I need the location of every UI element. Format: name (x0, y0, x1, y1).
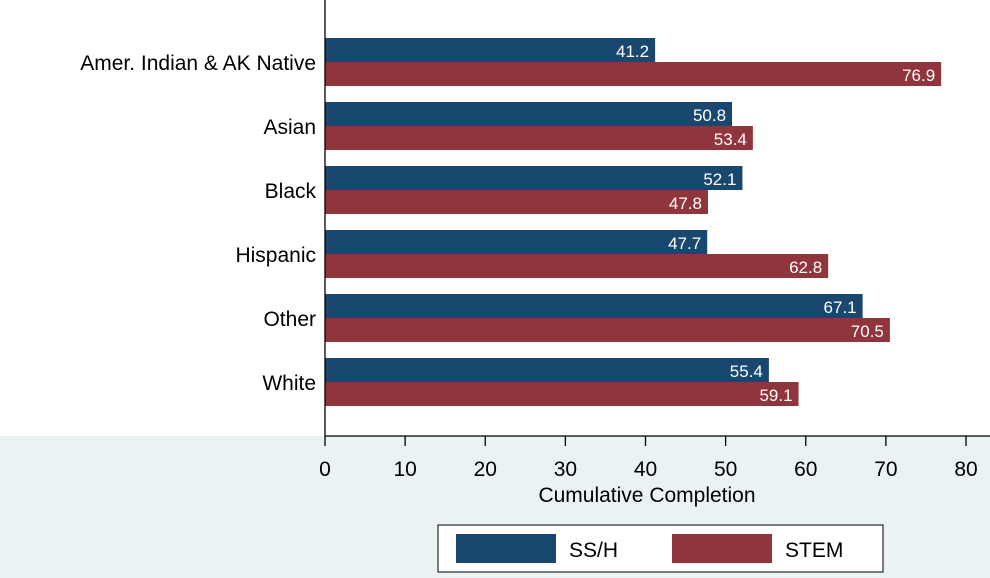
data-label-stem-black: 47.8 (669, 194, 702, 213)
bar-ss-h-asian (325, 102, 733, 126)
category-label-asian: Asian (263, 116, 316, 139)
category-labels: Amer. Indian & AK Native Asian Black Hispan… (80, 52, 316, 395)
data-label-ss-h-amer-indian-ak-native: 41.2 (616, 42, 649, 61)
bar-ss-h-amer-indian-ak-native (325, 38, 656, 62)
category-label-amer-indian-ak-native: Amer. Indian & AK Native (80, 52, 316, 75)
data-label-stem-amer-indian-ak-native: 76.9 (902, 66, 935, 85)
data-label-ss-h-black: 52.1 (703, 170, 736, 189)
bar-stem-black (325, 190, 708, 214)
bar-stem-hispanic (325, 254, 829, 278)
x-tick-label-20: 20 (474, 458, 497, 481)
legend-label-ss-h: SS/H (569, 539, 618, 562)
bar-ss-h-white (325, 358, 769, 382)
data-label-stem-other: 70.5 (851, 322, 884, 341)
legend-swatch-stem (672, 534, 772, 563)
data-label-ss-h-hispanic: 47.7 (668, 234, 701, 253)
legend: SS/H STEM (437, 524, 884, 573)
legend-label-stem: STEM (785, 539, 843, 562)
bar-ss-h-hispanic (325, 230, 708, 254)
data-label-stem-asian: 53.4 (714, 130, 747, 149)
data-label-ss-h-asian: 50.8 (693, 106, 726, 125)
bar-stem-white (325, 382, 799, 406)
bar-ss-h-other (325, 294, 863, 318)
x-ticks: 0 10 20 30 40 50 60 70 80 (319, 436, 978, 481)
bar-stem-asian (325, 126, 753, 150)
data-label-ss-h-other: 67.1 (824, 298, 857, 317)
bar-ss-h-black (325, 166, 743, 190)
bar-stem-other (325, 318, 890, 342)
data-label-stem-hispanic: 62.8 (789, 258, 822, 277)
x-tick-label-30: 30 (554, 458, 577, 481)
x-tick-label-80: 80 (954, 458, 977, 481)
legend-swatch-ss-h (456, 534, 556, 563)
x-tick-label-50: 50 (714, 458, 737, 481)
category-label-black: Black (265, 180, 317, 203)
x-tick-label-10: 10 (393, 458, 416, 481)
x-tick-label-60: 60 (794, 458, 817, 481)
bars-group: 41.2 76.9 50.8 53.4 52.147.8 47.7 62.8 67.1 70.5… (325, 38, 942, 406)
category-label-other: Other (263, 308, 316, 331)
category-label-white: White (262, 372, 316, 395)
bar-stem-amer-indian-ak-native (325, 62, 942, 86)
data-label-ss-h-white: 55.4 (730, 362, 763, 381)
x-axis-title: Cumulative Completion (538, 484, 755, 507)
data-label-stem-white: 59.1 (759, 386, 792, 405)
category-label-hispanic: Hispanic (235, 244, 316, 267)
x-tick-label-70: 70 (874, 458, 897, 481)
x-tick-label-0: 0 (319, 458, 331, 481)
x-tick-label-40: 40 (634, 458, 657, 481)
